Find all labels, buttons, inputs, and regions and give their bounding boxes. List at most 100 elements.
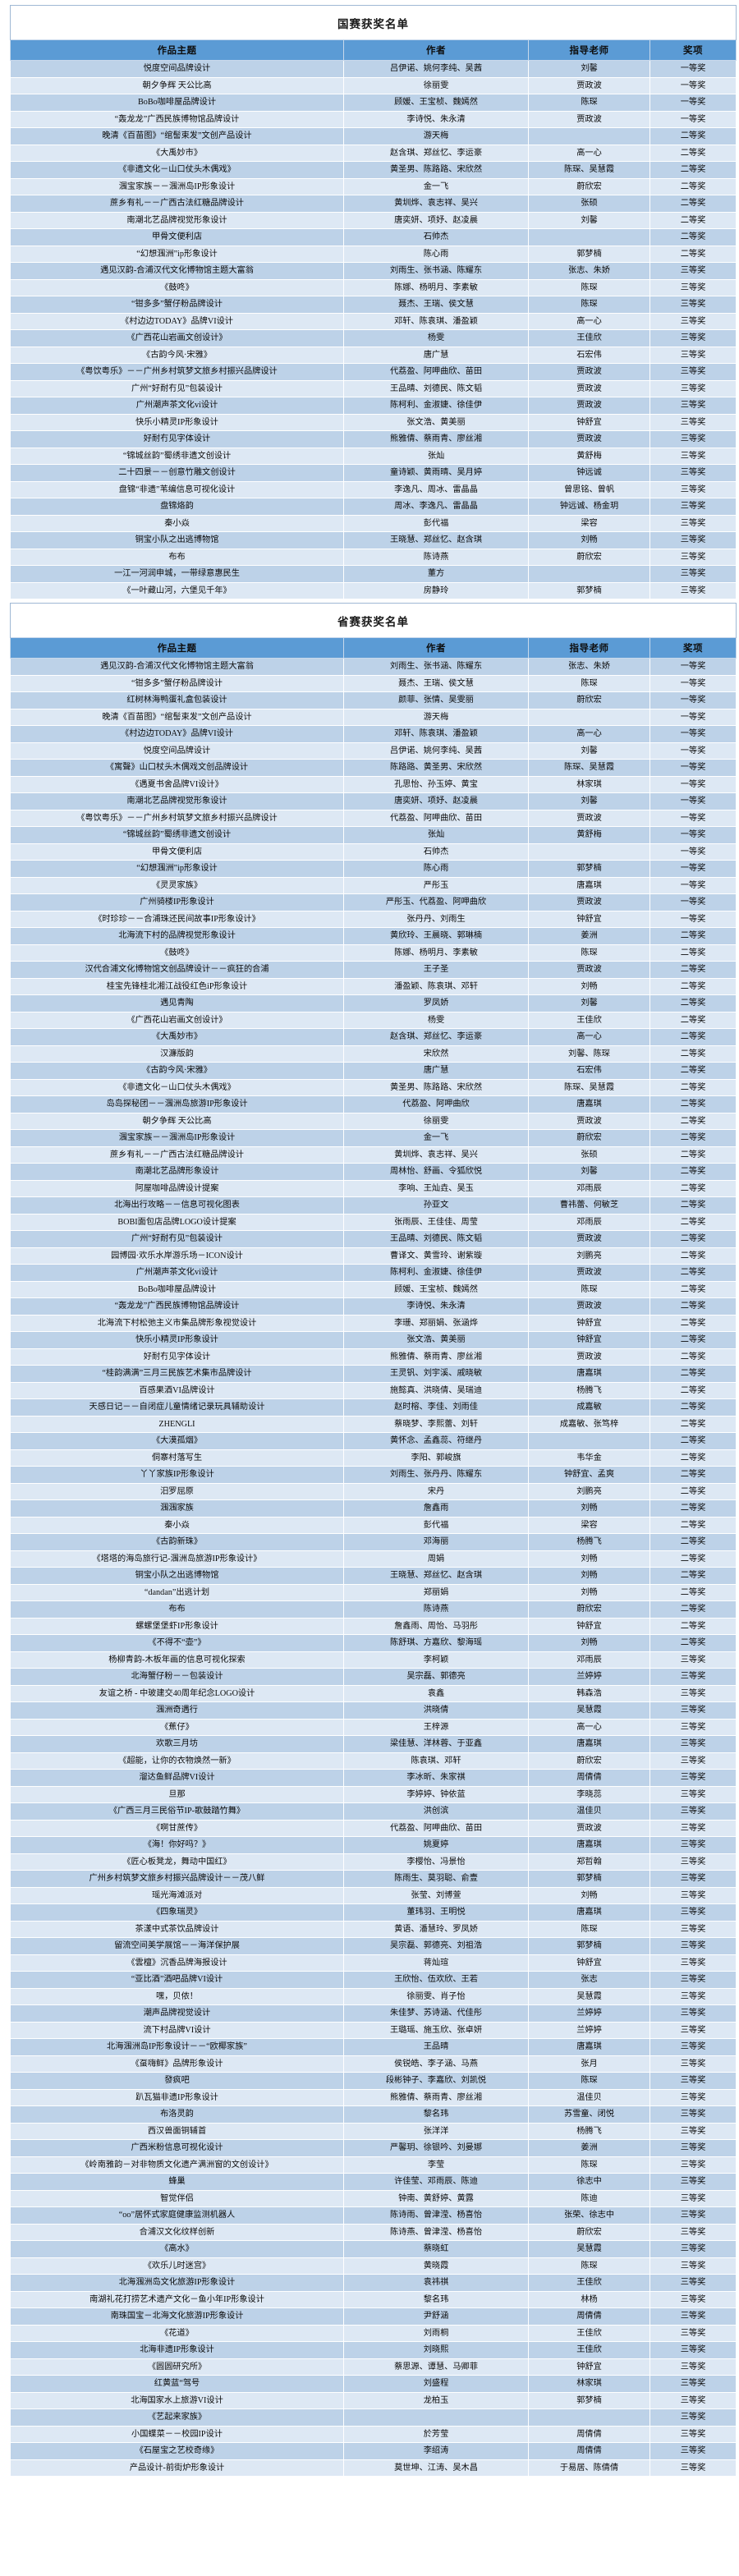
cell-topic: 广州骑楼IP形象设计 <box>10 893 344 911</box>
cell-author: 孔思怡、孙玉婷、黄宝 <box>343 775 529 793</box>
table-row: 《塔塔的海岛旅行记-涠洲岛旅游IP形象设计》 周娟 刘畅 二等奖 <box>10 1550 737 1568</box>
cell-topic: 朝夕争辉 天公比高 <box>10 76 344 94</box>
cell-author: 王品晴 <box>343 2038 529 2056</box>
cell-author: 顾媛、王宝桢、魏嫣然 <box>343 1280 529 1298</box>
cell-author: 徐丽雯 <box>343 76 529 94</box>
cell-award: 二等奖 <box>649 1280 737 1298</box>
table-row: 布布 陈诗燕 蔚欣宏 三等奖 <box>10 548 737 566</box>
table-row: 合浦汉文化纹样创新 陈诗燕、曾津滢、杨喜怡 蔚欣宏 三等奖 <box>10 2223 737 2241</box>
cell-topic: 智觉伴侣 <box>10 2189 344 2207</box>
cell-topic: 布布 <box>10 548 344 566</box>
table-row: 智觉伴侣 钟南、黄舒婷、黄露 陈迪 三等奖 <box>10 2189 737 2207</box>
cell-topic: 快乐小精灵IP形象设计 <box>10 413 344 431</box>
cell-teacher: 贾政波 <box>528 1112 650 1130</box>
table-row: 涠涠家族 詹鑫雨 刘畅 二等奖 <box>10 1499 737 1518</box>
cell-teacher: 邓雨辰 <box>528 1179 650 1197</box>
cell-author: 刘雨生、张丹丹、陈耀东 <box>343 1466 529 1484</box>
table-row: 产品设计-前街炉形象设计 莫世坤、江涛、吴木昌 于易居、陈倩倩 三等奖 <box>10 2459 737 2477</box>
cell-author: 黄圣男、陈路路、宋欣然 <box>343 161 529 179</box>
cell-author: 董玮羽、王明悦 <box>343 1903 529 1922</box>
table-row: 北海非遗IP形象设计 刘晓熙 王佳欣 三等奖 <box>10 2341 737 2359</box>
cell-author: 代荔盈、阿呷曲欣、苗田 <box>343 1819 529 1837</box>
cell-topic: 汨罗屈原 <box>10 1482 344 1500</box>
cell-topic: 《岭南雅韵－对非物质文化遗产满洲窗的文创设计》 <box>10 2156 344 2174</box>
cell-award: 三等奖 <box>649 2122 737 2140</box>
table-row: 《广西花山岩画文创设计》 杨雯 王佳欣 二等奖 <box>10 1011 737 1029</box>
cell-topic: 《广西三月三民俗节IP-歌鼓踏竹舞》 <box>10 1802 344 1821</box>
cell-topic: 杨柳青韵-木板年画的信息可视化探索 <box>10 1651 344 1669</box>
cell-author: 杨雯 <box>343 1011 529 1029</box>
table-row: 朝夕争辉 天公比高 徐丽雯 贾政波 一等奖 <box>10 76 737 94</box>
table-row: 流下村品牌VI设计 王璐瑶、施玉欣、张卓妍 兰婷婷 三等奖 <box>10 2021 737 2039</box>
cell-author: 蔡晓梦、李熙蕾、刘轩 <box>343 1415 529 1433</box>
cell-author: 许佳莹、邓雨辰、陈迪 <box>343 2173 529 2191</box>
cell-author: 吕伊诺、姚何李纯、吴茜 <box>343 742 529 760</box>
cell-award: 一等奖 <box>649 658 737 676</box>
cell-author: 李樱怡、冯景怡 <box>343 1853 529 1871</box>
cell-award: 一等奖 <box>649 674 737 692</box>
cell-teacher: 陈迪 <box>528 2189 650 2207</box>
cell-award: 二等奖 <box>649 1567 737 1585</box>
cell-topic: 汉濂版韵 <box>10 1045 344 1063</box>
cell-author: 李诗悦、朱永清 <box>343 110 529 128</box>
column-header-topic: 作品主题 <box>10 39 344 61</box>
cell-topic: 广州“好耐冇见”包装设计 <box>10 1230 344 1248</box>
cell-topic: 北海非遗IP形象设计 <box>10 2341 344 2359</box>
cell-topic: 悦度空间品牌设计 <box>10 742 344 760</box>
cell-award: 三等奖 <box>649 1853 737 1871</box>
cell-award: 三等奖 <box>649 2459 737 2477</box>
cell-topic: 园博园·欢乐水岸游乐场－ICON设计 <box>10 1247 344 1265</box>
table-row: 《岭南雅韵－对非物质文化遗产满洲窗的文创设计》 李莹 陈琛 三等奖 <box>10 2156 737 2174</box>
table-row: 《超能，让你的衣物焕然一新》 陈袁琪、邓轩 蔚欣宏 三等奖 <box>10 1752 737 1770</box>
cell-author: 王子圣 <box>343 961 529 979</box>
cell-author: 黄圣男、陈路路、宋欣然 <box>343 1078 529 1096</box>
cell-award: 三等奖 <box>649 346 737 364</box>
cell-teacher: 刘畅 <box>528 1567 650 1585</box>
cell-topic: 铜宝小队之出逃博物馆 <box>10 1567 344 1585</box>
column-header-topic: 作品主题 <box>10 637 344 659</box>
cell-teacher <box>528 228 650 246</box>
cell-author: 龙柏玉 <box>343 2391 529 2409</box>
table-row: 铜宝小队之出逃博物馆 王晓慧、郑丝忆、赵含琪 刘畅 三等奖 <box>10 531 737 549</box>
cell-award: 二等奖 <box>649 1533 737 1551</box>
table-row: 红树林海鸭蛋礼盒包装设计 颜菲、张情、吴雯丽 蔚欣宏 一等奖 <box>10 691 737 709</box>
cell-topic: 《超能，让你的衣物焕然一新》 <box>10 1752 344 1770</box>
cell-author: 李冰昕、朱家祺 <box>343 1769 529 1787</box>
cell-award: 二等奖 <box>649 1482 737 1500</box>
table-row: 遇见青陶 罗凤娇 刘馨 二等奖 <box>10 994 737 1012</box>
cell-teacher: 韩森浩 <box>528 1684 650 1702</box>
cell-award: 二等奖 <box>649 1179 737 1197</box>
cell-author: 张洋洋 <box>343 2122 529 2140</box>
cell-award: 三等奖 <box>649 278 737 296</box>
cell-teacher: 蔚欣宏 <box>528 691 650 709</box>
cell-award: 二等奖 <box>649 1078 737 1096</box>
cell-award: 二等奖 <box>649 1297 737 1316</box>
cell-author: 李婷婷、钟依蓝 <box>343 1785 529 1803</box>
cell-topic: 蔗乡有礼－－广西古法红糖品牌设计 <box>10 195 344 213</box>
cell-topic: 广西米粉信息可视化设计 <box>10 2139 344 2157</box>
table-row: 《古韵新珠》 邓海丽 杨腾飞 二等奖 <box>10 1533 737 1551</box>
cell-award: 三等奖 <box>649 1920 737 1938</box>
cell-award: 二等奖 <box>649 1314 737 1332</box>
cell-award: 三等奖 <box>649 1684 737 1702</box>
table-row: 盘锦“非遗”苇编信息可视化设计 李逸凡、周冰、雷晶晶 曾思铭、曾帆 三等奖 <box>10 480 737 498</box>
cell-topic: 《塔塔的海岛旅行记-涠洲岛旅游IP形象设计》 <box>10 1550 344 1568</box>
cell-author: 孙亚文 <box>343 1196 529 1215</box>
cell-topic: 《蕉仔》 <box>10 1718 344 1736</box>
table-row: 《遇夏书舍品牌VI设计》 孔思怡、孙玉婷、黄宝 林家琪 一等奖 <box>10 775 737 793</box>
table-row: 《村边边TODAY》品牌VI设计 邓轩、陈袁琪、潘盈颖 高一心 三等奖 <box>10 312 737 330</box>
table-row: 盘锦烙韵 周冰、李逸凡、雷晶晶 钟远诚、杨金玥 三等奖 <box>10 498 737 516</box>
provincial-table-title-row: 省赛获奖名单 <box>10 603 737 638</box>
cell-topic: 《大禹妙市》 <box>10 1028 344 1046</box>
cell-topic: 西汉兽面铜辅首 <box>10 2122 344 2140</box>
cell-teacher: 郭梦楠 <box>528 581 650 599</box>
cell-author: 徐丽雯 <box>343 1112 529 1130</box>
cell-teacher: 曾思铭、曾帆 <box>528 480 650 498</box>
table-row: 南珠国宝－北海文化旅游IP形象设计 尹舒涵 周倩倩 三等奖 <box>10 2307 737 2326</box>
provincial-table-header-row: 作品主题 作者 指导老师 奖项 <box>10 637 737 659</box>
cell-teacher: 陈琛 <box>528 278 650 296</box>
cell-author: 顾媛、王宝桢、魏嫣然 <box>343 94 529 112</box>
cell-award: 三等奖 <box>649 363 737 381</box>
cell-author: 陈诗燕 <box>343 1600 529 1619</box>
